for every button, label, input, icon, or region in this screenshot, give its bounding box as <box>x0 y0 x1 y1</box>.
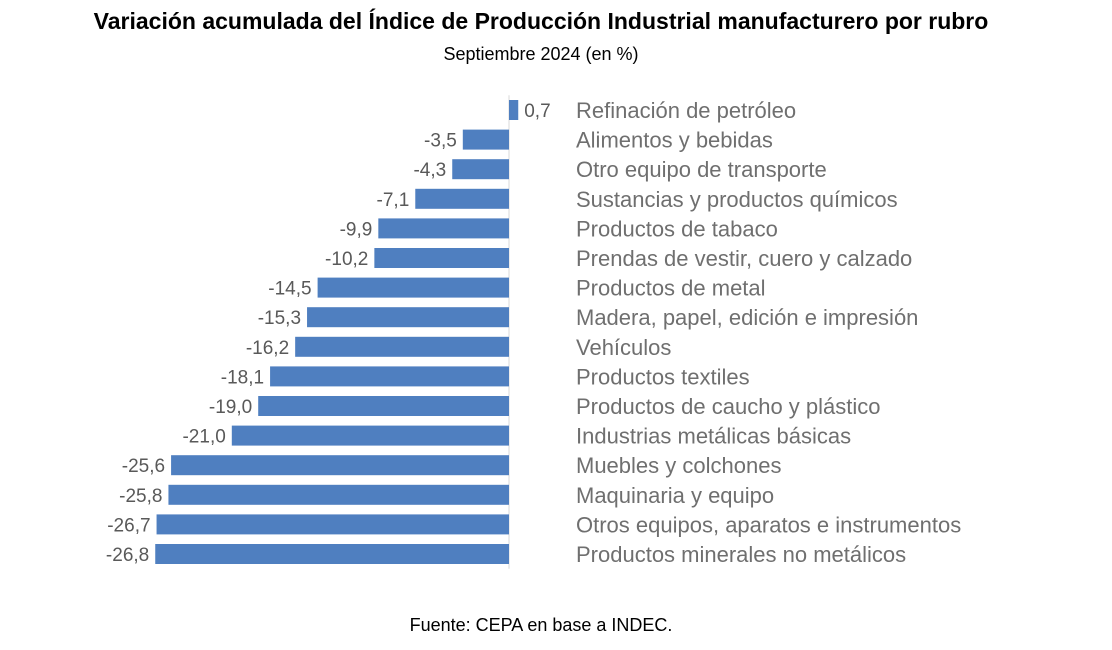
value-label-13: -25,8 <box>119 486 162 507</box>
value-label-12: -25,6 <box>122 456 165 477</box>
category-label-2: Otro equipo de transporte <box>576 157 827 182</box>
category-label-6: Productos de metal <box>576 276 766 301</box>
category-label-12: Muebles y colchones <box>576 453 781 478</box>
value-label-10: -19,0 <box>209 397 252 418</box>
value-label-6: -14,5 <box>268 279 311 300</box>
bar-12 <box>171 455 509 476</box>
bar-5 <box>374 248 509 268</box>
value-label-0: 0,7 <box>524 101 550 122</box>
value-label-8: -16,2 <box>246 338 289 359</box>
bar-9 <box>270 366 509 387</box>
bar-2 <box>452 159 509 180</box>
category-label-5: Prendas de vestir, cuero y calzado <box>576 246 912 271</box>
value-label-14: -26,7 <box>107 515 150 536</box>
category-label-13: Maquinaria y equipo <box>576 483 774 508</box>
category-label-1: Alimentos y bebidas <box>576 128 773 153</box>
chart-title: Variación acumulada del Índice de Produc… <box>93 8 989 34</box>
value-label-9: -18,1 <box>221 367 264 388</box>
category-label-7: Madera, papel, edición e impresión <box>576 305 918 330</box>
category-label-14: Otros equipos, aparatos e instrumentos <box>576 512 961 537</box>
value-label-1: -3,5 <box>424 131 457 152</box>
value-label-7: -15,3 <box>258 308 301 329</box>
bar-1 <box>462 129 509 150</box>
chart-subtitle: Septiembre 2024 (en %) <box>443 44 639 64</box>
bar-11 <box>231 425 510 446</box>
bar-3 <box>415 188 509 209</box>
bar-15 <box>155 544 510 564</box>
bar-6 <box>317 277 509 298</box>
category-label-15: Productos minerales no metálicos <box>576 542 906 567</box>
bar-0 <box>509 100 519 120</box>
value-label-11: -21,0 <box>182 427 225 448</box>
bar-8 <box>295 336 509 357</box>
category-label-0: Refinación de petróleo <box>576 98 796 123</box>
category-label-3: Sustancias y productos químicos <box>576 187 898 212</box>
source-note: Fuente: CEPA en base a INDEC. <box>409 615 673 635</box>
bar-14 <box>156 514 509 535</box>
value-label-4: -9,9 <box>340 219 373 240</box>
category-label-8: Vehículos <box>576 335 671 360</box>
bar-4 <box>378 218 509 239</box>
category-label-11: Industrias metálicas básicas <box>576 424 851 449</box>
bar-13 <box>168 484 509 505</box>
category-label-4: Productos de tabaco <box>576 216 778 241</box>
value-label-3: -7,1 <box>377 190 410 211</box>
category-label-9: Productos textiles <box>576 364 750 389</box>
value-label-2: -4,3 <box>413 160 446 181</box>
bar-chart: 0,7 Refinación de petróleo -3,5 Alimentos y… <box>106 95 961 569</box>
value-label-5: -10,2 <box>325 249 368 270</box>
bar-7 <box>307 307 509 328</box>
value-label-15: -26,8 <box>106 545 149 566</box>
bar-10 <box>258 396 509 416</box>
category-label-10: Productos de caucho y plástico <box>576 394 881 419</box>
